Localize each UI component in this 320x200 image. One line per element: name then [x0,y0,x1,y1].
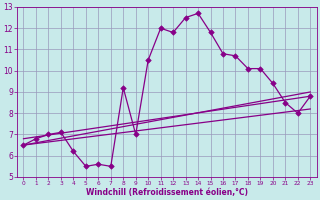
X-axis label: Windchill (Refroidissement éolien,°C): Windchill (Refroidissement éolien,°C) [86,188,248,197]
